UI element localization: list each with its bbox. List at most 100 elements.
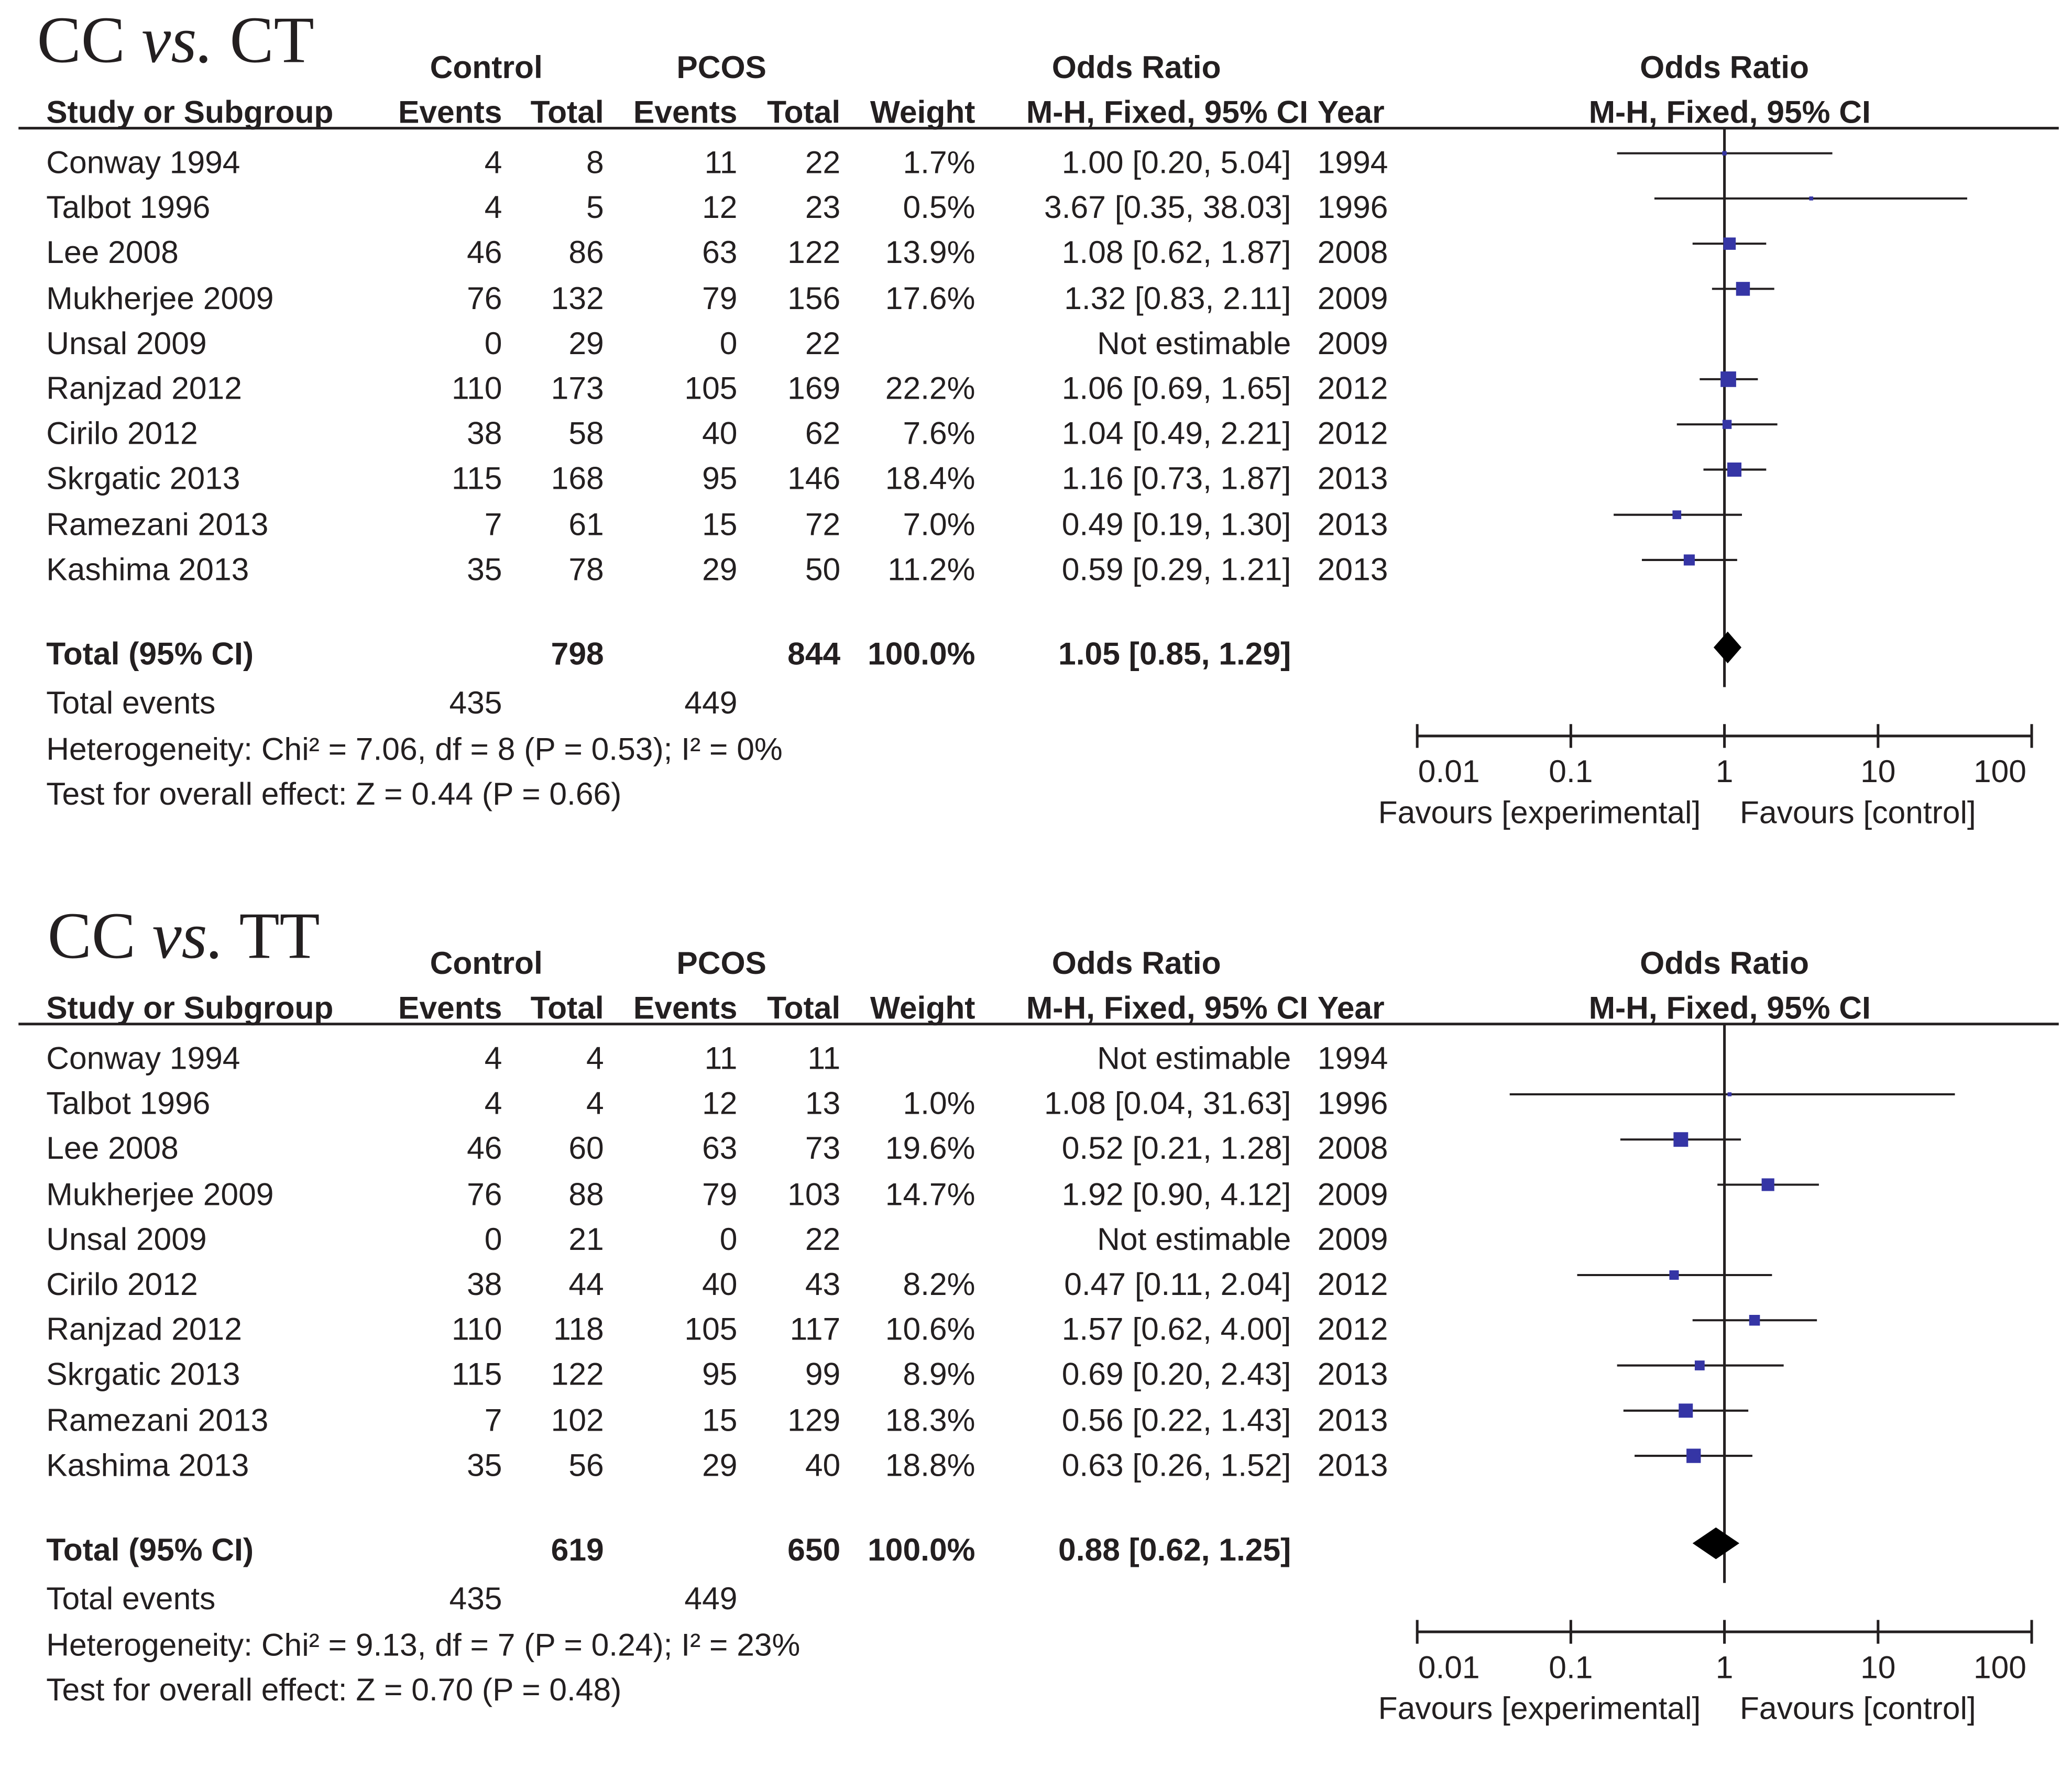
- overall-effect: Test for overall effect: Z = 0.70 (P = 0…: [46, 1673, 622, 1709]
- total-weight: 100.0%: [868, 636, 975, 673]
- odds-ratio-ci: 0.52 [0.21, 1.28]: [1061, 1132, 1291, 1168]
- pooled-diamond: [1713, 631, 1742, 664]
- pcos-events: 0: [719, 326, 738, 362]
- forest-panel-tt: CC vs. TT Control PCOS Odds Ratio Odds Ratio…: [0, 896, 2072, 1768]
- weight: 0.5%: [903, 190, 975, 226]
- x-tick-label: 10: [1860, 1650, 1896, 1686]
- pcos-total: 62: [805, 416, 841, 453]
- control-total: 61: [568, 507, 604, 543]
- x-tick-label: 1: [1715, 1650, 1734, 1686]
- effect-square: [1694, 1360, 1705, 1370]
- control-events: 4: [484, 1041, 502, 1077]
- header-pcos: PCOS: [676, 946, 766, 982]
- study-name: Ranjzad 2012: [46, 1312, 242, 1348]
- control-total: 5: [586, 190, 604, 226]
- control-events: 7: [484, 507, 502, 543]
- title-suffix: CT: [229, 3, 314, 77]
- header-method-plot: M-H, Fixed, 95% CI: [1588, 991, 1871, 1027]
- effect-square: [1761, 1178, 1774, 1191]
- weight: 18.8%: [885, 1447, 975, 1484]
- weight: 8.2%: [903, 1267, 975, 1303]
- pcos-total: 13: [805, 1086, 841, 1122]
- study-name: Ranjzad 2012: [46, 371, 242, 407]
- pcos-total: 129: [787, 1402, 841, 1438]
- header-method-plot: M-H, Fixed, 95% CI: [1588, 95, 1871, 131]
- header-odds-ratio: Odds Ratio: [1051, 50, 1221, 86]
- study-name: Ramezani 2013: [46, 1402, 269, 1438]
- study-year: 2008: [1317, 235, 1388, 272]
- control-total: 118: [553, 1312, 604, 1348]
- effect-square: [1669, 1270, 1679, 1280]
- control-total: 86: [568, 235, 604, 272]
- study-year: 1994: [1317, 1041, 1388, 1077]
- header-control-events: Events: [398, 95, 502, 131]
- study-name: Conway 1994: [46, 1041, 240, 1077]
- weight: 18.3%: [885, 1402, 975, 1438]
- odds-ratio-ci: 1.04 [0.49, 2.21]: [1061, 416, 1291, 453]
- study-name: Talbot 1996: [46, 190, 211, 226]
- control-events: 4: [484, 190, 502, 226]
- header-year: Year: [1317, 991, 1385, 1027]
- study-year: 2012: [1317, 371, 1388, 407]
- study-year: 2009: [1317, 1177, 1388, 1213]
- odds-ratio-ci: Not estimable: [1097, 1222, 1291, 1258]
- pcos-events: 15: [702, 1402, 738, 1438]
- pcos-events: 11: [704, 145, 738, 181]
- pcos-total: 22: [805, 1222, 841, 1258]
- weight: 1.0%: [903, 1086, 975, 1122]
- pcos-events: 12: [702, 190, 738, 226]
- favours-right: Favours [control]: [1739, 795, 1976, 831]
- total-control: 619: [551, 1532, 604, 1568]
- study-name: Kashima 2013: [46, 552, 249, 588]
- pcos-total: 22: [805, 145, 841, 181]
- header-control-total: Total: [530, 95, 604, 131]
- control-total: 4: [586, 1086, 604, 1122]
- total-control: 798: [551, 636, 604, 673]
- study-name: Talbot 1996: [46, 1086, 211, 1122]
- pcos-total: 117: [790, 1312, 841, 1348]
- x-tick-label: 100: [1973, 1650, 2026, 1686]
- pcos-events: 40: [702, 416, 738, 453]
- pcos-events: 15: [702, 507, 738, 543]
- header-odds-ratio: Odds Ratio: [1051, 946, 1221, 982]
- odds-ratio-ci: 1.57 [0.62, 4.00]: [1061, 1312, 1291, 1348]
- study-year: 2008: [1317, 1132, 1388, 1168]
- weight: 13.9%: [885, 235, 975, 272]
- weight: 7.6%: [903, 416, 975, 453]
- header-control: Control: [430, 946, 543, 982]
- total-events-control: 435: [449, 1582, 502, 1618]
- pcos-total: 40: [805, 1447, 841, 1484]
- favours-left: Favours [experimental]: [1378, 1691, 1701, 1727]
- study-year: 2009: [1317, 326, 1388, 362]
- header-weight: Weight: [870, 95, 975, 131]
- weight: 11.2%: [887, 552, 975, 588]
- title-prefix: CC: [47, 898, 136, 973]
- pcos-total: 11: [807, 1041, 841, 1077]
- study-name: Conway 1994: [46, 145, 240, 181]
- study-year: 1996: [1317, 1086, 1388, 1122]
- odds-ratio-ci: Not estimable: [1097, 326, 1291, 362]
- odds-ratio-ci: 0.47 [0.11, 2.04]: [1064, 1267, 1291, 1303]
- pcos-events: 95: [702, 462, 738, 498]
- header-pcos-events: Events: [633, 95, 738, 131]
- odds-ratio-ci: 1.06 [0.69, 1.65]: [1061, 371, 1291, 407]
- header-pcos-events: Events: [633, 991, 738, 1027]
- effect-square: [1727, 462, 1742, 477]
- study-name: Unsal 2009: [46, 1222, 207, 1258]
- weight: 17.6%: [885, 281, 975, 317]
- study-name: Unsal 2009: [46, 326, 207, 362]
- control-total: 122: [551, 1357, 604, 1393]
- x-tick-label: 0.01: [1418, 1650, 1480, 1686]
- effect-square: [1727, 1092, 1732, 1096]
- odds-ratio-ci: 0.69 [0.20, 2.43]: [1061, 1357, 1291, 1393]
- effect-square: [1679, 1403, 1693, 1418]
- odds-ratio-ci: Not estimable: [1097, 1041, 1291, 1077]
- pcos-events: 40: [702, 1267, 738, 1303]
- control-events: 76: [467, 281, 502, 317]
- favours-right: Favours [control]: [1739, 1691, 1976, 1727]
- forest-panel-ct: CC vs. CT Control PCOS Odds Ratio Odds Ratio…: [0, 0, 2072, 872]
- odds-ratio-ci: 1.32 [0.83, 2.11]: [1064, 281, 1291, 317]
- control-events: 0: [484, 1222, 502, 1258]
- effect-square: [1686, 1448, 1701, 1463]
- heterogeneity: Heterogeneity: Chi² = 9.13, df = 7 (P = …: [46, 1628, 801, 1664]
